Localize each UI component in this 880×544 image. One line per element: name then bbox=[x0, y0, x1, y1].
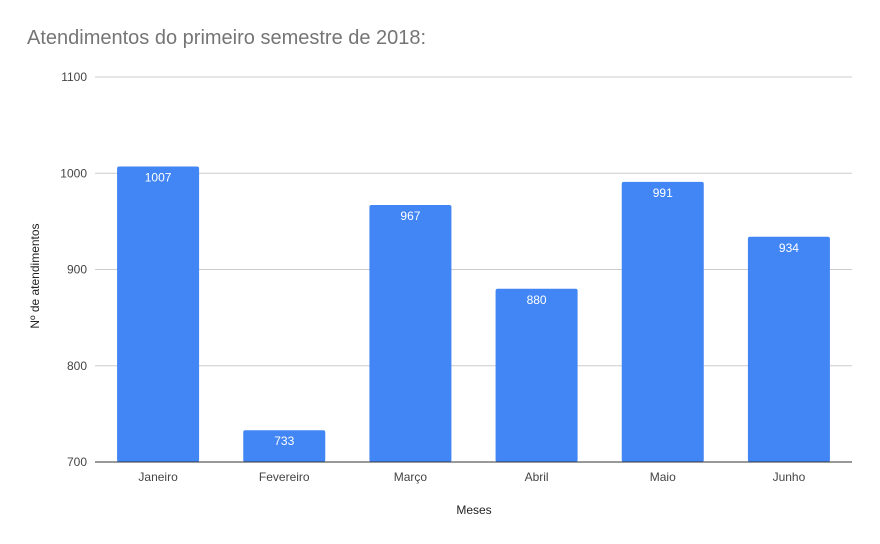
bar-janeiro bbox=[117, 166, 200, 462]
bars bbox=[117, 166, 830, 462]
chart-title: Atendimentos do primeiro semestre de 201… bbox=[27, 27, 427, 49]
x-axis-ticks: Janeiro Fevereiro Março Abril Maio Junho bbox=[138, 470, 805, 484]
bar-abril bbox=[495, 288, 578, 462]
y-tick-label: 1100 bbox=[61, 70, 87, 84]
bar-junho bbox=[747, 236, 830, 462]
data-label-abril: 880 bbox=[527, 293, 547, 307]
x-tick-label: Junho bbox=[773, 470, 806, 484]
x-tick-label: Maio bbox=[650, 470, 676, 484]
x-tick-label: Abril bbox=[525, 470, 549, 484]
y-tick-label: 700 bbox=[67, 455, 87, 469]
x-axis-title: Meses bbox=[456, 503, 491, 517]
x-tick-label: Março bbox=[394, 470, 428, 484]
data-label-fevereiro: 733 bbox=[274, 434, 294, 448]
y-tick-label: 800 bbox=[67, 359, 87, 373]
x-tick-label: Fevereiro bbox=[259, 470, 310, 484]
x-tick-label: Janeiro bbox=[138, 470, 178, 484]
data-label-março: 967 bbox=[400, 209, 420, 223]
data-label-janeiro: 1007 bbox=[145, 171, 172, 185]
data-label-junho: 934 bbox=[779, 241, 799, 255]
bar-março bbox=[369, 205, 452, 462]
bar-fevereiro bbox=[243, 430, 326, 462]
gridlines bbox=[95, 76, 852, 463]
y-tick-label: 900 bbox=[67, 263, 87, 277]
y-axis-ticks: 700 800 900 1000 1100 bbox=[60, 70, 87, 469]
data-label-maio: 991 bbox=[653, 186, 673, 200]
data-labels: 1007 733 967 880 991 934 bbox=[145, 171, 800, 449]
y-axis-title: Nº de atendimentos bbox=[28, 223, 42, 328]
y-tick-label: 1000 bbox=[60, 166, 87, 180]
bar-maio bbox=[621, 181, 704, 462]
